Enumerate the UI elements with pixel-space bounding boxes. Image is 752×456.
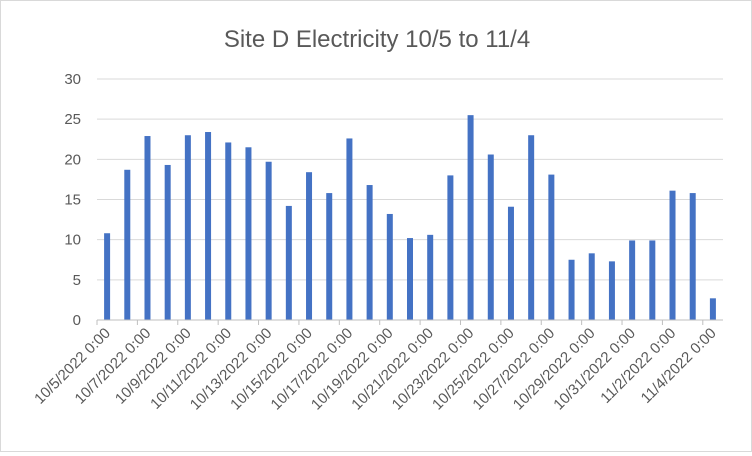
y-tick-label: 15	[64, 192, 81, 209]
bar	[225, 142, 232, 320]
bar	[427, 234, 434, 320]
bar	[407, 238, 413, 320]
bar	[285, 205, 292, 320]
bars	[104, 115, 716, 321]
bar	[104, 233, 111, 320]
bar	[487, 154, 494, 320]
bar	[164, 164, 171, 320]
bar	[447, 175, 454, 320]
bar	[184, 135, 191, 320]
bar	[265, 161, 272, 320]
bar	[689, 193, 696, 320]
x-axis	[96, 319, 723, 325]
bar	[669, 190, 676, 320]
bar	[528, 135, 535, 320]
y-tick-label: 25	[64, 111, 81, 128]
bar	[205, 132, 212, 320]
bar	[366, 185, 373, 320]
y-axis-tick-labels: 0 5 10 15 20 25 30	[64, 71, 81, 329]
bar	[346, 138, 353, 320]
y-tick-label: 0	[73, 312, 81, 329]
gridlines	[97, 78, 723, 281]
bar	[124, 169, 131, 320]
chart-title: Site D Electricity 10/5 to 11/4	[224, 26, 530, 53]
bar	[467, 115, 474, 321]
y-tick-label: 10	[64, 232, 81, 249]
bar	[649, 240, 656, 320]
bar	[568, 259, 575, 320]
bar	[326, 193, 333, 320]
y-tick-label: 30	[64, 71, 81, 88]
bar	[629, 240, 636, 320]
bar	[548, 174, 555, 320]
bar	[144, 136, 151, 320]
bar	[386, 213, 393, 320]
bar	[245, 147, 252, 320]
y-tick-label: 5	[73, 272, 81, 289]
y-tick-label: 20	[64, 151, 81, 168]
bar	[608, 261, 615, 320]
bar	[588, 253, 595, 320]
bar	[507, 206, 514, 320]
bar	[709, 298, 716, 320]
bar	[306, 172, 313, 320]
